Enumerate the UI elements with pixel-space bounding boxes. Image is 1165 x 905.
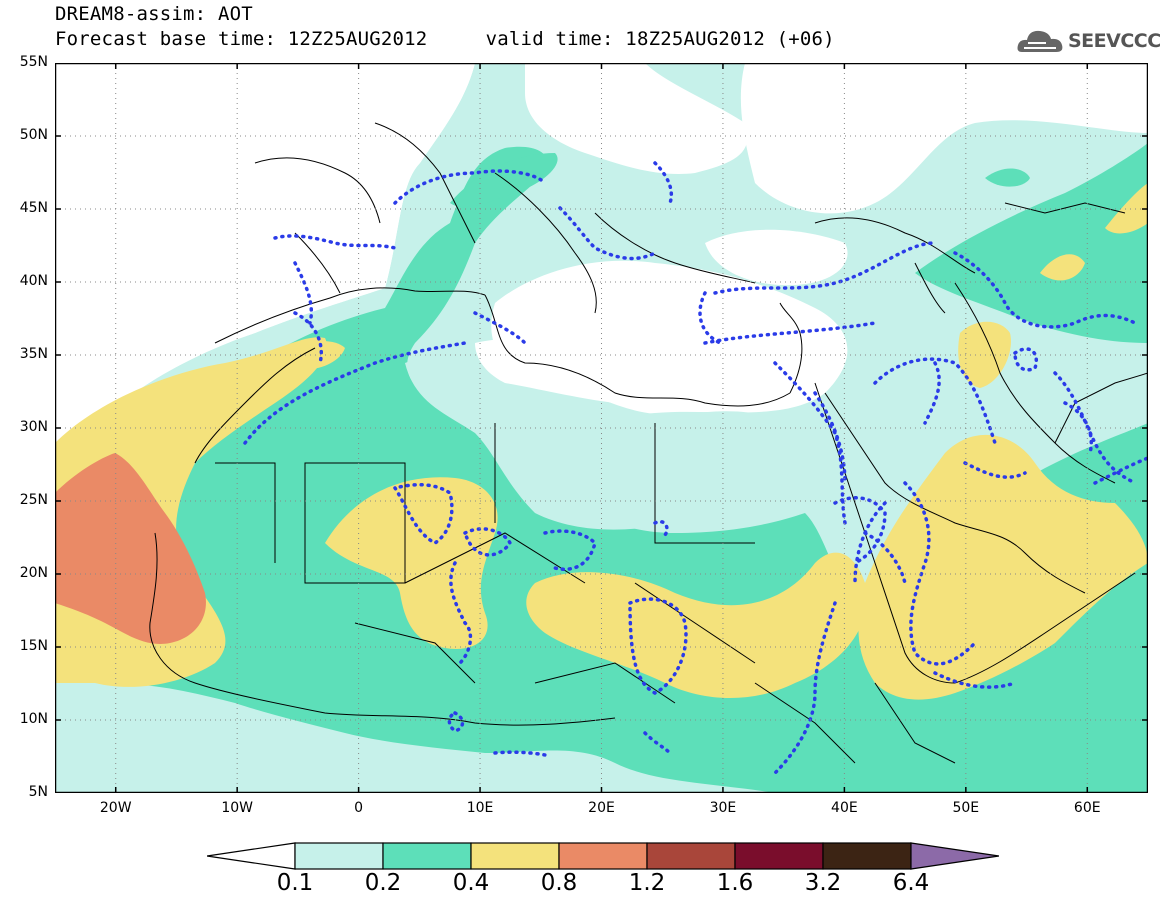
lat-tick-label: 30N <box>19 419 48 435</box>
colorbar-level-label: 0.1 <box>276 870 314 896</box>
colorbar-level-label: 1.6 <box>716 870 754 896</box>
axis-ticks <box>55 63 1148 793</box>
forecast-time-subtitle: Forecast base time: 12Z25AUG2012 valid t… <box>55 28 835 50</box>
clear-region-europe <box>55 63 475 483</box>
lon-tick-label: 10W <box>221 800 253 816</box>
aot-contour-0.4-mali <box>325 477 498 649</box>
colorbar-level-label: 0.2 <box>364 870 402 896</box>
colorbar-upper-extension <box>910 842 999 870</box>
lat-tick-label: 5N <box>28 784 48 800</box>
colorbar-level-label: 3.2 <box>804 870 842 896</box>
colorbar-level-label: 0.4 <box>452 870 490 896</box>
colorbar-swatch <box>558 842 648 870</box>
lon-tick-label: 50E <box>952 800 980 816</box>
colorbar-level-label: 6.4 <box>892 870 930 896</box>
aot-contour-0.4-iran <box>958 321 1011 388</box>
cloud-icon <box>1017 30 1063 52</box>
lat-tick-label: 10N <box>19 711 48 727</box>
chart-title: DREAM8-assim: AOT <box>55 3 253 25</box>
lat-tick-label: 15N <box>19 638 48 654</box>
aot-contour-0.2-alps <box>450 153 558 208</box>
lon-tick-label: 20E <box>588 800 615 816</box>
lat-tick-label: 45N <box>19 200 48 216</box>
clear-region-black-sea <box>705 229 848 286</box>
lon-tick-label: 10E <box>466 800 494 816</box>
colorbar-swatch <box>470 842 560 870</box>
colorbar <box>207 842 999 870</box>
blue-dotted-contours <box>243 161 1148 775</box>
lat-tick-label: 25N <box>19 492 48 508</box>
clear-region-east-europe <box>740 63 1148 214</box>
aot-map <box>55 63 1148 793</box>
lon-tick-label: 20W <box>99 800 132 816</box>
lon-tick-label: 60E <box>1073 800 1101 816</box>
aot-contour-0.4-kazakh <box>1105 183 1148 234</box>
graticule <box>55 63 1148 793</box>
clear-region-levant <box>475 339 786 411</box>
colorbar-swatch <box>822 842 912 870</box>
lat-tick-label: 40N <box>19 273 48 289</box>
aot-contour-0.1-libya <box>405 351 785 530</box>
coastlines <box>149 122 1148 764</box>
logo-text: SEEVCCC <box>1068 30 1161 52</box>
colorbar-swatch <box>294 842 384 870</box>
clear-region-central-europe <box>525 63 748 174</box>
lon-tick-label: 0 <box>354 800 364 816</box>
lon-tick-label: 40E <box>831 800 858 816</box>
lat-tick-label: 20N <box>19 565 48 581</box>
lon-tick-label: 30E <box>709 800 737 816</box>
lat-tick-label: 35N <box>19 346 48 362</box>
colorbar-level-label: 0.8 <box>540 870 578 896</box>
aot-contour-0.2-kazakh <box>985 168 1030 187</box>
colorbar-level-label: 1.2 <box>628 870 666 896</box>
colorbar-swatch <box>646 842 736 870</box>
seevccc-logo: SEEVCCC <box>1016 24 1161 58</box>
colorbar-swatch <box>734 842 824 870</box>
lat-tick-label: 50N <box>19 127 48 143</box>
aot-contour-0.2-caspian <box>915 143 1148 343</box>
lat-tick-label: 55N <box>19 54 48 70</box>
colorbar-lower-extension <box>207 842 296 870</box>
aot-contour-0.8 <box>55 453 206 644</box>
colorbar-swatch <box>382 842 472 870</box>
aot-contour-0.4-sudan <box>526 552 867 698</box>
aot-contour-0.4-caspian <box>1040 254 1085 281</box>
